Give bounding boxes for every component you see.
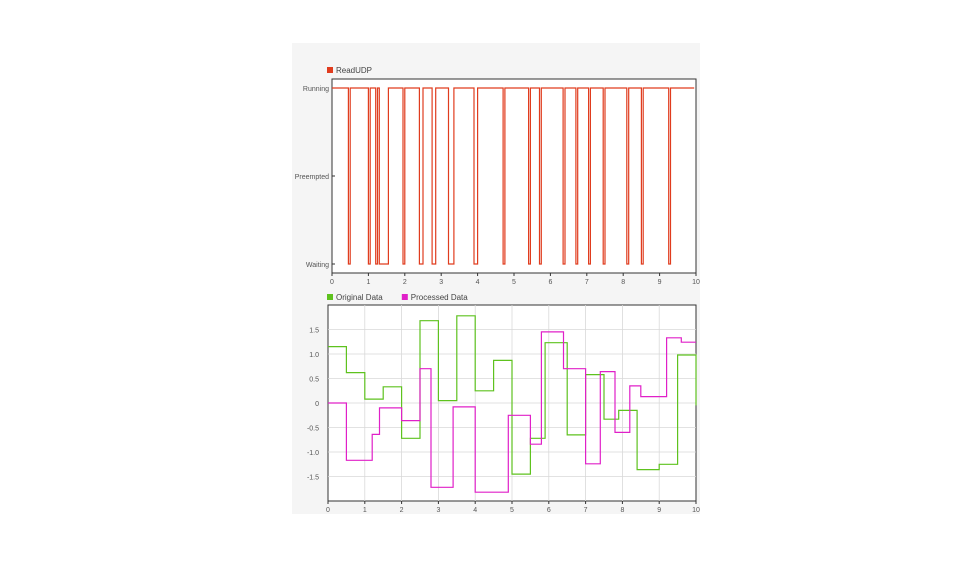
x-tick-label: 0: [330, 279, 334, 286]
x-tick-label: 5: [510, 507, 514, 514]
series-line-readudp: [332, 87, 695, 265]
legend-swatch: [401, 294, 408, 300]
x-tick-label: 2: [400, 507, 404, 514]
y-tick-label: -0.5: [307, 426, 319, 433]
legend-label: ReadUDP: [336, 66, 372, 75]
x-tick-label: 9: [657, 507, 661, 514]
x-tick-label: 3: [436, 507, 440, 514]
x-tick-label: 5: [512, 279, 516, 286]
y-tick-label: Preempted: [295, 174, 329, 181]
series-line-original-data: [328, 315, 697, 475]
legend-label: Original Data: [336, 293, 383, 302]
charts-svg: ReadUDP Waiting Preempted Running 0 1 2 3 4 5 6 7 8 9…: [295, 66, 700, 514]
scope-panel: ReadUDP Waiting Preempted Running 0 1 2 3 4 5 6 7 8 9…: [292, 43, 700, 514]
series-line-processed-data: [328, 331, 696, 493]
x-tick-label: 0: [326, 507, 330, 514]
task-state-chart: ReadUDP Waiting Preempted Running 0 1 2 3 4 5 6 7 8 9…: [295, 66, 700, 286]
legend-label: Processed Data: [411, 293, 468, 302]
x-tick-label: 9: [658, 279, 662, 286]
x-tick-label: 4: [473, 507, 477, 514]
y-tick-label: 1.0: [309, 352, 319, 359]
y-tick-label: Running: [303, 86, 329, 93]
x-tick-label: 10: [692, 507, 700, 514]
plot-area: [331, 78, 697, 274]
y-tick-label: Waiting: [306, 262, 329, 269]
y-tick-label: 0.5: [309, 377, 319, 384]
x-tick-label: 1: [366, 279, 370, 286]
x-tick-label: 6: [548, 279, 552, 286]
y-tick-label: -1.0: [307, 450, 319, 457]
legend-swatch: [327, 294, 333, 300]
x-tick-label: 8: [621, 279, 625, 286]
x-tick-label: 7: [585, 279, 589, 286]
x-tick-label: 8: [620, 507, 624, 514]
y-tick-label: -1.5: [307, 475, 319, 482]
x-tick-label: 6: [547, 507, 551, 514]
x-tick-label: 3: [439, 279, 443, 286]
legend-swatch: [327, 67, 333, 73]
x-tick-label: 2: [403, 279, 407, 286]
x-tick-label: 7: [584, 507, 588, 514]
x-tick-label: 4: [476, 279, 480, 286]
data-signal-chart: Original Data Processed Data 0 1 2 3 4 5 6 7 8 9 10 1…: [307, 293, 700, 514]
x-tick-label: 1: [363, 507, 367, 514]
x-tick-label: 10: [692, 279, 700, 286]
y-tick-label: 0: [315, 401, 319, 408]
y-tick-label: 1.5: [309, 328, 319, 335]
